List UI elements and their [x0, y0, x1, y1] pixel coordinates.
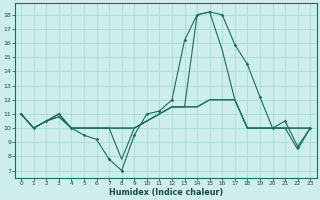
X-axis label: Humidex (Indice chaleur): Humidex (Indice chaleur)	[108, 188, 223, 197]
